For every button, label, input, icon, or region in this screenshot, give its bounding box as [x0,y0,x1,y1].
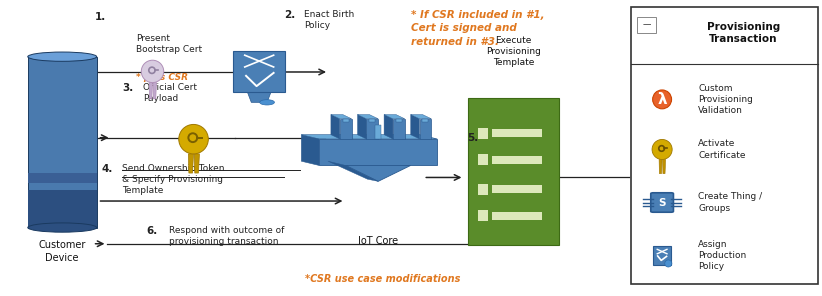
Polygon shape [331,115,339,139]
Text: Provisioning
Transaction: Provisioning Transaction [707,22,780,44]
Polygon shape [384,115,393,139]
FancyBboxPatch shape [478,155,488,165]
Polygon shape [302,135,437,139]
Polygon shape [178,124,208,154]
Ellipse shape [653,90,672,109]
Circle shape [260,100,275,105]
Text: Custom
Provisioning
Validation: Custom Provisioning Validation [698,84,753,115]
FancyBboxPatch shape [492,129,542,137]
Text: Present
Bootstrap Cert: Present Bootstrap Cert [136,34,202,54]
Ellipse shape [178,124,208,154]
Polygon shape [149,83,153,99]
Text: 2.: 2. [284,9,295,20]
Text: * plus CSR: * plus CSR [136,73,188,82]
FancyBboxPatch shape [638,17,655,33]
Text: Official Cert
Payload: Official Cert Payload [143,83,196,103]
Polygon shape [194,154,200,173]
Text: 5.: 5. [467,133,478,143]
Text: λ: λ [658,92,667,107]
FancyBboxPatch shape [653,246,671,265]
Polygon shape [28,173,97,183]
FancyBboxPatch shape [233,51,285,92]
Ellipse shape [28,52,97,61]
FancyBboxPatch shape [478,210,488,221]
Text: Create Thing /
Groups: Create Thing / Groups [698,192,762,213]
FancyBboxPatch shape [469,98,559,245]
Polygon shape [188,154,193,173]
Polygon shape [393,119,404,139]
Ellipse shape [141,60,164,83]
Polygon shape [659,160,662,174]
Polygon shape [346,165,411,181]
Text: 3.: 3. [122,83,133,93]
Polygon shape [367,119,378,139]
Polygon shape [358,115,378,119]
Text: *CSR use case modifications: *CSR use case modifications [305,274,460,284]
FancyBboxPatch shape [478,128,488,139]
Text: —: — [642,20,651,29]
Text: S: S [658,197,666,207]
Polygon shape [411,115,432,119]
Polygon shape [302,135,319,165]
FancyBboxPatch shape [478,184,488,194]
Text: Customer
Device: Customer Device [39,240,86,263]
Polygon shape [369,119,375,122]
Text: 1.: 1. [95,12,106,22]
FancyBboxPatch shape [492,212,542,220]
Text: Assign
Production
Policy: Assign Production Policy [698,240,746,271]
Ellipse shape [665,260,672,267]
Text: Enact Birth
Policy: Enact Birth Policy [304,9,354,30]
Polygon shape [319,139,437,165]
Text: 6.: 6. [147,226,158,236]
Text: 4.: 4. [102,164,113,174]
Ellipse shape [652,139,672,160]
Polygon shape [339,119,352,139]
FancyBboxPatch shape [651,193,673,212]
Polygon shape [28,190,97,228]
FancyBboxPatch shape [631,7,818,284]
Polygon shape [652,139,672,160]
Polygon shape [141,60,164,82]
Text: Activate
Certificate: Activate Certificate [698,139,746,160]
Text: Send Ownership Token
& Specify Provisioning
Template: Send Ownership Token & Specify Provision… [122,164,224,195]
Polygon shape [328,161,378,181]
Polygon shape [411,115,419,139]
Polygon shape [663,160,666,174]
Polygon shape [358,115,367,139]
Polygon shape [28,57,97,228]
Polygon shape [384,115,404,119]
Polygon shape [331,115,352,119]
Text: Respond with outcome of
provisioning transaction: Respond with outcome of provisioning tra… [169,226,284,246]
Ellipse shape [28,223,97,232]
Polygon shape [423,119,428,122]
FancyBboxPatch shape [492,156,542,164]
Polygon shape [375,125,381,139]
Polygon shape [343,119,349,122]
Polygon shape [153,83,156,99]
Text: Execute
Provisioning
Template: Execute Provisioning Template [486,36,541,67]
Text: * If CSR included in #1,
Cert is signed and
returned in #3.: * If CSR included in #1, Cert is signed … [411,9,545,47]
Polygon shape [396,119,402,122]
Text: IoT Core: IoT Core [358,237,398,246]
FancyBboxPatch shape [492,185,542,193]
Polygon shape [419,119,432,139]
Polygon shape [247,92,271,102]
